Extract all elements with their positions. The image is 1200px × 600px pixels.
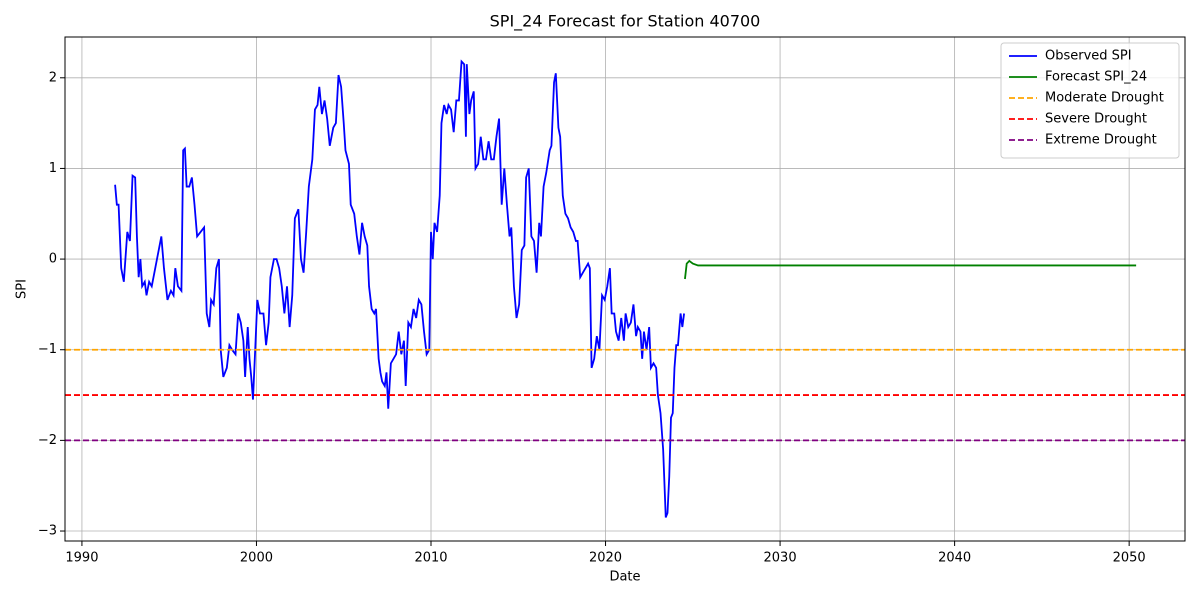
legend-label: Observed SPI [1045,49,1132,64]
x-tick-label: 2040 [938,551,971,566]
x-tick-label: 1990 [65,551,98,566]
plot-frame [64,36,1186,542]
x-tick-label: 2020 [589,551,622,566]
y-axis-label: SPI [15,279,30,299]
x-tick-label: 2000 [240,551,273,566]
chart-title: SPI_24 Forecast for Station 40700 [490,12,761,32]
y-tick-label: 0 [49,252,57,267]
data-line [684,259,1137,280]
data-line [114,59,685,518]
legend-label: Forecast SPI_24 [1045,70,1147,85]
x-tick-label: 2010 [414,551,447,566]
x-tick-label: 2050 [1113,551,1146,566]
legend-label: Extreme Drought [1045,133,1157,148]
legend-label: Moderate Drought [1045,91,1164,106]
legend-label: Severe Drought [1045,112,1147,127]
x-tick-label: 2030 [764,551,797,566]
y-tick-label: −3 [38,524,57,539]
y-tick-label: −1 [38,342,57,357]
legend-box [1000,42,1180,159]
y-tick-label: 2 [49,70,57,85]
x-axis-label: Date [609,570,640,585]
y-tick-label: −2 [38,433,57,448]
y-tick-label: 1 [49,161,57,176]
